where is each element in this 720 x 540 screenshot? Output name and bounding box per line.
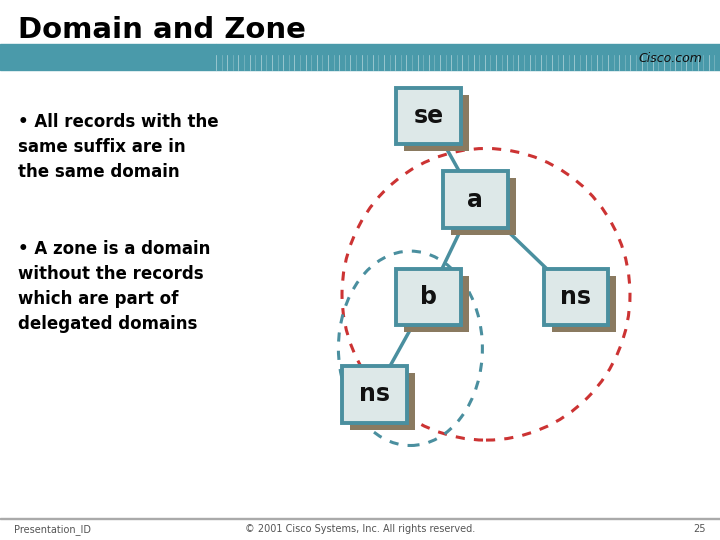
Bar bbox=[0, 44, 216, 70]
Text: • A zone is a domain
without the records
which are part of
delegated domains: • A zone is a domain without the records… bbox=[18, 240, 210, 333]
Text: 25: 25 bbox=[693, 524, 706, 534]
Text: Presentation_ID: Presentation_ID bbox=[14, 524, 91, 535]
Text: se: se bbox=[413, 104, 444, 128]
FancyBboxPatch shape bbox=[443, 172, 508, 228]
FancyBboxPatch shape bbox=[552, 275, 616, 332]
FancyBboxPatch shape bbox=[350, 373, 415, 430]
FancyBboxPatch shape bbox=[404, 95, 469, 151]
Text: b: b bbox=[420, 285, 437, 309]
Text: ns: ns bbox=[359, 382, 390, 406]
Text: © 2001 Cisco Systems, Inc. All rights reserved.: © 2001 Cisco Systems, Inc. All rights re… bbox=[245, 524, 475, 534]
Text: ns: ns bbox=[560, 285, 592, 309]
Text: Domain and Zone: Domain and Zone bbox=[18, 16, 306, 44]
FancyBboxPatch shape bbox=[404, 275, 469, 332]
Bar bbox=[216, 44, 720, 70]
Text: • All records with the
same suffix are in
the same domain: • All records with the same suffix are i… bbox=[18, 113, 219, 181]
FancyBboxPatch shape bbox=[396, 87, 461, 144]
Text: Cisco.com: Cisco.com bbox=[638, 52, 702, 65]
FancyBboxPatch shape bbox=[396, 268, 461, 325]
FancyBboxPatch shape bbox=[451, 178, 516, 235]
Bar bbox=[0, 518, 720, 519]
FancyBboxPatch shape bbox=[544, 268, 608, 325]
Text: a: a bbox=[467, 188, 483, 212]
FancyBboxPatch shape bbox=[342, 366, 407, 422]
